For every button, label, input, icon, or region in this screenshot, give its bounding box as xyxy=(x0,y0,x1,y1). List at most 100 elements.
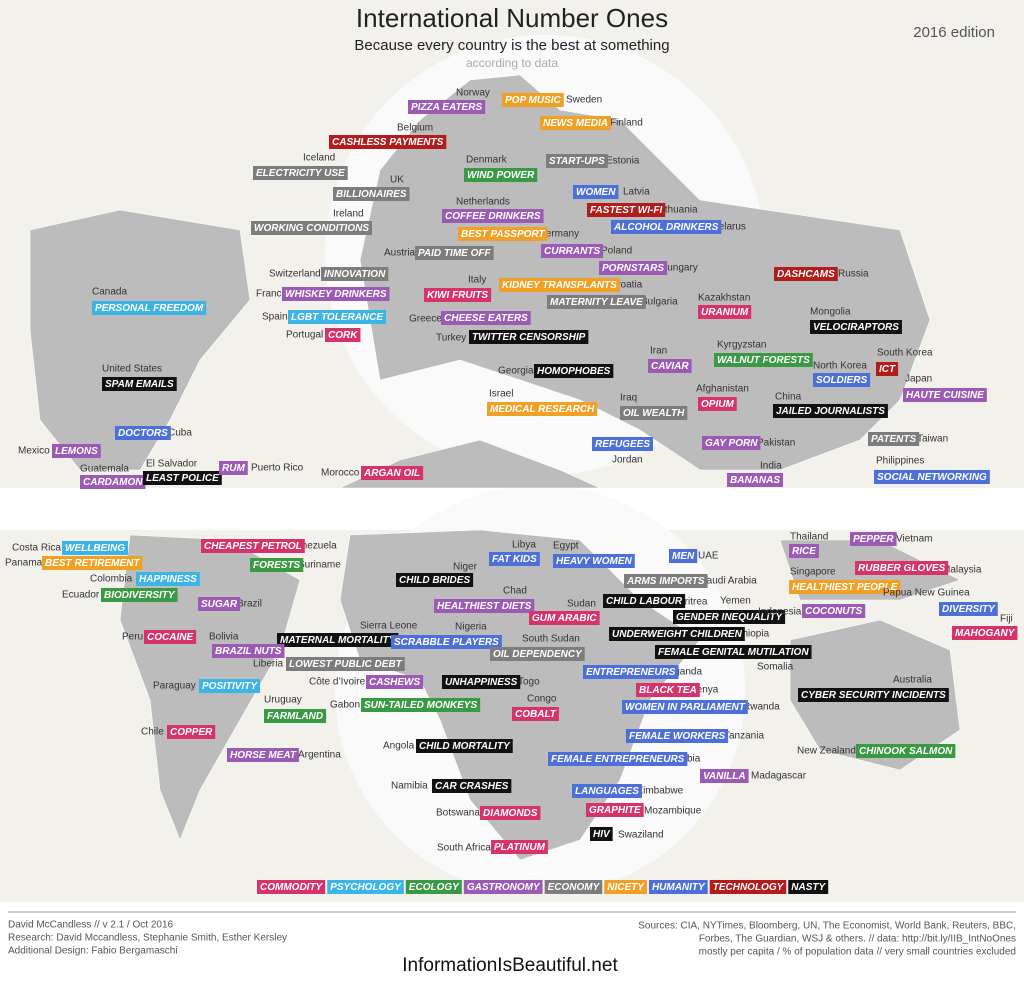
country-label: New Zealand CHINOOK SALMON xyxy=(797,744,956,758)
category-tag-bg xyxy=(144,630,197,644)
category-tag-bg xyxy=(952,626,1018,640)
category-tag-bg xyxy=(396,573,474,587)
category-tag: VANILLA xyxy=(703,771,746,782)
category-tag-bg xyxy=(611,220,722,234)
category-tag: CHILD MORTALITY xyxy=(419,741,511,752)
country-name: Libya xyxy=(512,540,536,551)
country-name: Swaziland xyxy=(618,830,664,841)
country-name: Lithuania xyxy=(657,205,698,216)
title: International Number Ones xyxy=(356,3,668,33)
brand: InformationIsBeautiful.net xyxy=(402,955,618,976)
country-label: Sudan GUM ARABIC xyxy=(529,599,600,625)
category-tag: BIODIVERSITY xyxy=(104,590,176,601)
category-tag-bg xyxy=(648,359,692,373)
country-label: Ecuador BIODIVERSITY xyxy=(62,588,178,602)
country-label: Ireland WORKING CONDITIONS xyxy=(251,209,372,235)
sources: Sources: CIA, NYTimes, Bloomberg, UN, Th… xyxy=(638,921,1016,932)
category-tag: HEALTHIEST DIETS xyxy=(437,601,532,612)
country-name: Tanzania xyxy=(724,731,764,742)
category-tag: RICE xyxy=(792,546,816,557)
country-name: Afghanistan xyxy=(696,384,749,395)
country-label: Iraq OIL WEALTH xyxy=(620,393,688,420)
country-name: Sudan xyxy=(567,599,596,610)
category-tag-bg xyxy=(469,330,589,344)
category-tag-bg xyxy=(813,373,871,387)
category-tag-bg xyxy=(115,426,171,440)
country-name: Indonesia xyxy=(758,607,802,618)
category-tag-bg xyxy=(201,539,305,553)
category-tag: CASHEWS xyxy=(369,677,420,688)
category-tag-bg xyxy=(855,561,949,575)
country-label: Netherlands COFFEE DRINKERS xyxy=(442,197,544,223)
country-name: Mongolia xyxy=(810,307,851,318)
country-name: Turkey xyxy=(436,333,466,344)
category-tag: WIND POWER xyxy=(467,170,535,181)
country-label: Angola CHILD MORTALITY xyxy=(383,739,513,753)
category-tag: CHILD LABOUR xyxy=(606,596,683,607)
category-tag-bg xyxy=(502,93,564,107)
category-tag-bg xyxy=(277,633,399,647)
category-tag-bg xyxy=(700,769,749,783)
category-tag-bg xyxy=(603,594,686,608)
category-tag: DIAMONDS xyxy=(483,808,538,819)
legend: COMMODITY PSYCHOLOGY ECOLOGY GASTRONOMY ECON… xyxy=(257,880,829,894)
category-tag: OIL DEPENDENCY xyxy=(493,649,583,660)
country-label: Peru COCAINE xyxy=(122,630,197,644)
category-tag-bg xyxy=(553,554,635,568)
country-name: Gabon xyxy=(330,700,360,711)
category-tag: CHINOOK SALMON xyxy=(859,746,953,757)
category-tag-bg xyxy=(727,473,783,487)
country-label: Panama BEST RETIREMENT xyxy=(5,556,143,570)
country-name: Uganda xyxy=(667,667,702,678)
country-label: Switzerland INNOVATION xyxy=(269,267,389,281)
country-name: Guatemala xyxy=(80,464,129,475)
category-tag-bg xyxy=(288,310,387,324)
category-tag-bg xyxy=(253,166,348,180)
category-tag: WOMEN IN PARLIAMENT xyxy=(625,702,746,713)
category-tag-bg xyxy=(802,604,866,618)
category-tag: PEPPER xyxy=(853,534,894,545)
country-label: ZambiaFEMALE ENTREPRENEURS xyxy=(548,752,701,766)
category-tag-bg xyxy=(167,725,216,739)
country-name: Norway xyxy=(456,88,490,99)
country-label: UK BILLIONAIRES xyxy=(333,175,410,201)
country-label: Mexico LEMONS xyxy=(18,444,101,458)
country-name: Sierra Leone xyxy=(360,621,418,632)
category-tag-bg xyxy=(361,698,481,712)
category-tag-bg xyxy=(856,744,956,758)
category-tag-bg xyxy=(333,187,410,201)
category-tag: CASHLESS PAYMENTS xyxy=(332,137,444,148)
legend-item: ECOLOGY xyxy=(409,882,460,893)
country-name: Somalia xyxy=(757,662,794,673)
category-tag-bg xyxy=(325,328,361,342)
category-tag-bg xyxy=(774,267,838,281)
category-tag-bg xyxy=(669,549,698,563)
country-name: Panama xyxy=(5,558,43,569)
category-tag-bg xyxy=(416,739,513,753)
category-tag: CHEAPEST PETROL xyxy=(204,541,302,552)
country-label: Afghanistan OPIUM xyxy=(696,384,749,411)
country-label: Colombia HAPPINESS xyxy=(90,572,200,586)
category-tag-bg xyxy=(329,135,447,149)
country-label: Libya FAT KIDS xyxy=(489,540,540,566)
category-tag-bg xyxy=(546,154,608,168)
category-tag: SUN-TAILED MONKEYS xyxy=(364,700,477,711)
category-tag-bg xyxy=(586,803,644,817)
country-name: Malaysia xyxy=(942,565,982,576)
country-name: Taiwan xyxy=(917,434,948,445)
country-name: Argentina xyxy=(298,750,341,761)
country-label: Indonesia COCONUTS xyxy=(758,604,866,618)
country-name: Croatia xyxy=(610,280,643,291)
